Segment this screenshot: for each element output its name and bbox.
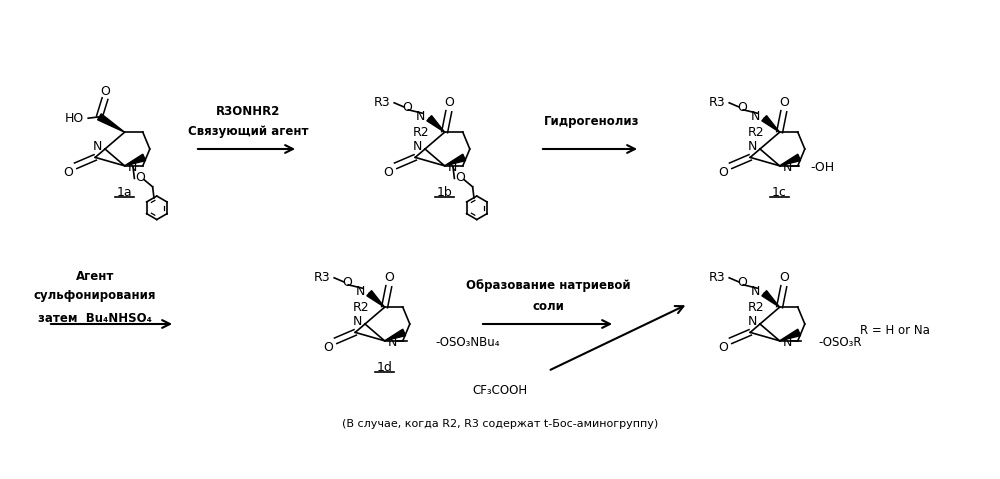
Polygon shape <box>385 329 406 341</box>
Text: HO: HO <box>65 112 84 125</box>
Text: 1c: 1c <box>772 186 787 199</box>
Text: 1b: 1b <box>437 186 452 199</box>
Polygon shape <box>780 329 801 341</box>
Text: 1a: 1a <box>117 186 132 199</box>
Text: R = H or Na: R = H or Na <box>860 324 930 338</box>
Text: R3: R3 <box>313 271 330 284</box>
Text: O: O <box>719 342 729 354</box>
Text: O: O <box>100 85 110 98</box>
Text: соли: соли <box>532 299 564 312</box>
Text: сульфонирования: сульфонирования <box>34 289 156 303</box>
Text: N: N <box>751 110 760 123</box>
Polygon shape <box>762 115 780 132</box>
Text: R3: R3 <box>373 96 390 109</box>
Polygon shape <box>445 154 466 166</box>
Text: O: O <box>779 271 789 285</box>
Text: O: O <box>136 171 145 183</box>
Text: N: N <box>92 140 102 153</box>
Text: O: O <box>324 342 334 354</box>
Text: O: O <box>779 96 789 109</box>
Text: R2: R2 <box>412 125 429 139</box>
Text: N: N <box>356 285 365 298</box>
Text: O: O <box>64 166 74 179</box>
Text: R2: R2 <box>352 301 369 314</box>
Text: -OSO₃NBu₄: -OSO₃NBu₄ <box>435 336 500 349</box>
Text: O: O <box>456 171 465 183</box>
Text: O: O <box>738 102 748 114</box>
Text: (В случае, когда R2, R3 содержат t-Бос-аминогруппу): (В случае, когда R2, R3 содержат t-Бос-а… <box>342 419 658 429</box>
Text: -OH: -OH <box>810 160 835 174</box>
Text: N: N <box>416 110 425 123</box>
Text: -OSO₃R: -OSO₃R <box>819 336 862 349</box>
Text: N: N <box>412 140 422 153</box>
Polygon shape <box>780 154 801 166</box>
Text: N: N <box>448 160 457 174</box>
Text: N: N <box>783 336 792 349</box>
Text: N: N <box>747 140 757 153</box>
Text: N: N <box>128 160 137 174</box>
Text: Гидрогенолиз: Гидрогенолиз <box>544 114 640 127</box>
Text: R3: R3 <box>708 271 725 284</box>
Text: N: N <box>751 285 760 298</box>
Text: R2: R2 <box>747 301 764 314</box>
Text: O: O <box>403 102 413 114</box>
Text: O: O <box>738 276 748 289</box>
Polygon shape <box>367 291 385 307</box>
Text: затем  Bu₄NHSO₄: затем Bu₄NHSO₄ <box>38 312 152 326</box>
Text: R3ONHR2: R3ONHR2 <box>216 104 280 117</box>
Text: N: N <box>388 336 397 349</box>
Text: O: O <box>343 276 353 289</box>
Text: Агент: Агент <box>76 270 114 283</box>
Text: N: N <box>747 315 757 328</box>
Polygon shape <box>98 114 125 132</box>
Polygon shape <box>427 115 445 132</box>
Text: CF₃COOH: CF₃COOH <box>472 385 528 398</box>
Text: O: O <box>384 166 394 179</box>
Text: R3: R3 <box>708 96 725 109</box>
Polygon shape <box>125 154 146 166</box>
Text: Образование натриевой: Образование натриевой <box>466 280 630 293</box>
Text: N: N <box>352 315 362 328</box>
Text: N: N <box>783 160 792 174</box>
Text: O: O <box>719 166 729 179</box>
Text: Связующий агент: Связующий агент <box>188 125 308 137</box>
Text: O: O <box>384 271 394 285</box>
Text: O: O <box>444 96 454 109</box>
Text: R2: R2 <box>747 125 764 139</box>
Text: 1d: 1d <box>377 361 393 374</box>
Polygon shape <box>762 291 780 307</box>
